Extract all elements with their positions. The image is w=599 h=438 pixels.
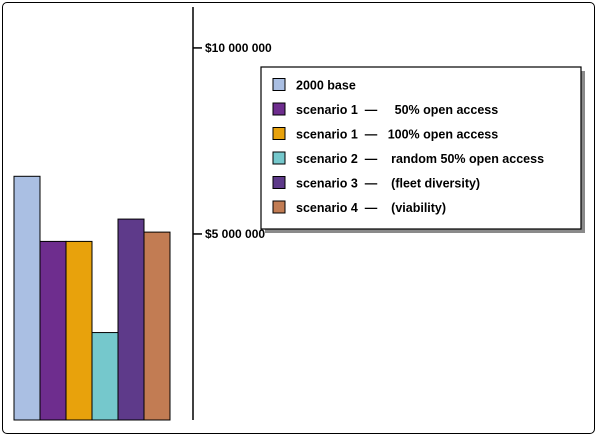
legend-label-5: scenario 4 — (viability) [296,201,446,215]
bar-0 [13,175,41,421]
y-tick-label-1: $10 000 000 [205,41,272,55]
legend-label-2: scenario 1 — 100% open access [296,128,498,142]
legend: 2000 base scenario 1 — 50% open access sce… [260,66,585,233]
bar-4 [117,218,145,421]
legend-swatch-0 [272,78,286,91]
y-ticks-group: $5 000 000 $10 000 000 [193,41,272,241]
y-tick-label-0: $5 000 000 [205,227,265,241]
chart-frame [2,2,595,434]
legend-label-3: scenario 2 — random 50% open access [296,152,544,166]
bar-3 [91,332,119,421]
legend-swatch-2 [272,127,286,140]
legend-label-4: scenario 3 — (fleet diversity) [296,177,480,191]
bar-1 [39,240,67,421]
bar-2 [65,240,93,421]
bars-group [13,175,171,421]
legend-label-1: scenario 1 — 50% open access [296,103,498,117]
legend-swatch-4 [272,176,286,189]
legend-label-0: 2000 base [296,79,356,93]
bar-5 [143,231,171,421]
legend-box [260,66,582,230]
legend-swatch-1 [272,102,286,116]
legend-swatch-5 [272,200,286,214]
legend-swatch-3 [272,151,286,165]
